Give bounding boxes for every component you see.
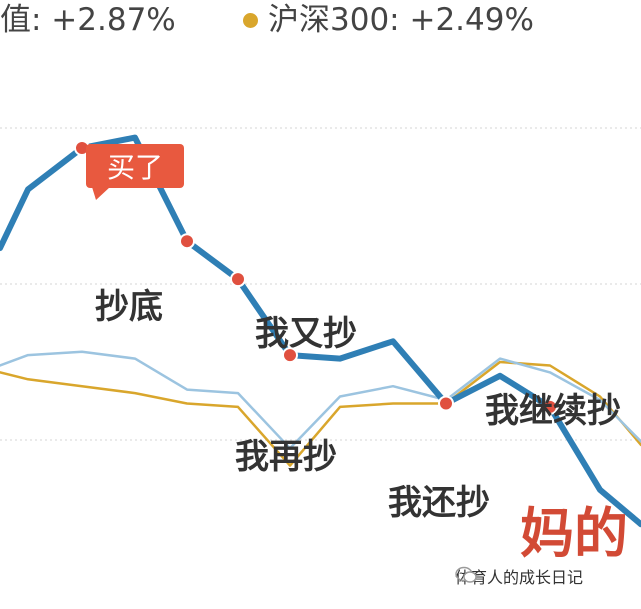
wechat-icon [455, 566, 477, 583]
tag-callout-box [86, 144, 184, 188]
series-line-hs300 [0, 360, 641, 467]
annotation-label-6: 我继续抄 [485, 391, 621, 431]
marker-point-2 [179, 233, 195, 250]
annotation-label-3: 我又抄 [255, 314, 357, 354]
marker-point-5 [438, 395, 454, 412]
watermark-text: 体育人的成长日记 [455, 568, 584, 587]
tag-callout-pointer [92, 187, 110, 200]
legend-fund-label: 值: +2.87% [0, 2, 176, 38]
legend-hs300-label: 沪深300: +2.49% [268, 2, 534, 38]
annotation-label-4: 我再抄 [235, 437, 337, 477]
legend-hs300-dot [243, 13, 258, 28]
legend: 值: +2.87% 沪深300: +2.49% [0, 0, 641, 44]
marker-point-3 [230, 271, 246, 288]
annotation-label-5: 我还抄 [388, 483, 490, 523]
series-line-light [0, 350, 641, 450]
marker-point-6 [542, 398, 558, 415]
watermark: 体育人的成长日记 [455, 566, 583, 590]
marker-point-4 [282, 347, 298, 364]
annotation-label-2: 抄底 [95, 287, 163, 327]
annotation-tag-label: 买了 [107, 151, 163, 184]
final-annotation: 妈的 [520, 502, 628, 565]
